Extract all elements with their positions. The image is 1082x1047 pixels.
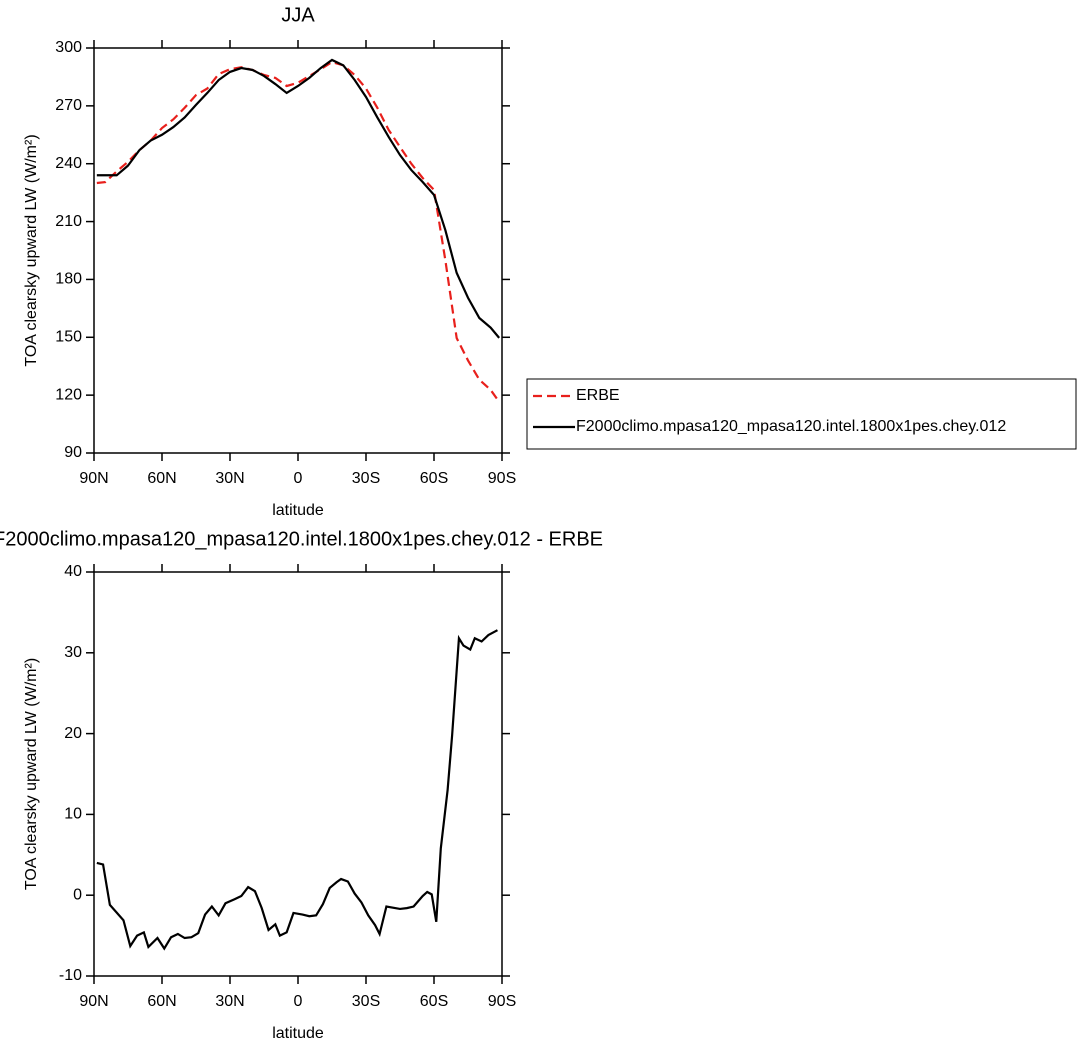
y-tick-label: 30 xyxy=(64,644,82,661)
y-tick-label: 20 xyxy=(64,725,82,742)
x-tick-label: 60S xyxy=(420,993,448,1010)
y-tick-label: 180 xyxy=(55,271,82,288)
x-tick-label: 0 xyxy=(294,993,303,1010)
x-tick-label: 90S xyxy=(488,993,516,1010)
chart-title: F2000climo.mpasa120_mpasa120.intel.1800x… xyxy=(0,528,603,550)
y-tick-label: 120 xyxy=(55,386,82,403)
y-tick-label: 240 xyxy=(55,155,82,172)
x-tick-label: 0 xyxy=(294,470,303,487)
y-tick-label: -10 xyxy=(59,967,82,984)
y-tick-label: 150 xyxy=(55,329,82,346)
data-line xyxy=(96,629,498,951)
plot-frame xyxy=(93,47,503,454)
y-axis-label: TOA clearsky upward LW (W/m²) xyxy=(23,134,40,366)
x-axis-label: latitude xyxy=(272,502,324,519)
x-axis-label: latitude xyxy=(272,1025,324,1042)
x-tick-label: 60N xyxy=(147,470,176,487)
data-line xyxy=(96,58,501,339)
x-tick-label: 90S xyxy=(488,470,516,487)
x-tick-label: 60S xyxy=(420,470,448,487)
x-tick-label: 30N xyxy=(215,993,244,1010)
chart-title: JJA xyxy=(281,4,315,26)
y-tick-label: 90 xyxy=(64,444,82,461)
x-tick-label: 30S xyxy=(352,993,380,1010)
legend-label: F2000climo.mpasa120_mpasa120.intel.1800x… xyxy=(576,418,1006,435)
y-axis-label: TOA clearsky upward LW (W/m²) xyxy=(23,658,40,890)
y-tick-label: 300 xyxy=(55,39,82,56)
y-tick-label: 270 xyxy=(55,97,82,114)
y-tick-label: 0 xyxy=(73,886,82,903)
x-tick-label: 90N xyxy=(79,993,108,1010)
x-tick-label: 60N xyxy=(147,993,176,1010)
legend-box xyxy=(526,378,1077,450)
x-tick-label: 90N xyxy=(79,470,108,487)
legend-label: ERBE xyxy=(576,387,620,404)
x-tick-label: 30N xyxy=(215,470,244,487)
plot-frame xyxy=(93,571,503,977)
y-tick-label: 10 xyxy=(64,806,82,823)
data-line xyxy=(96,60,501,403)
y-tick-label: 40 xyxy=(64,563,82,580)
x-tick-label: 30S xyxy=(352,470,380,487)
y-tick-label: 210 xyxy=(55,213,82,230)
